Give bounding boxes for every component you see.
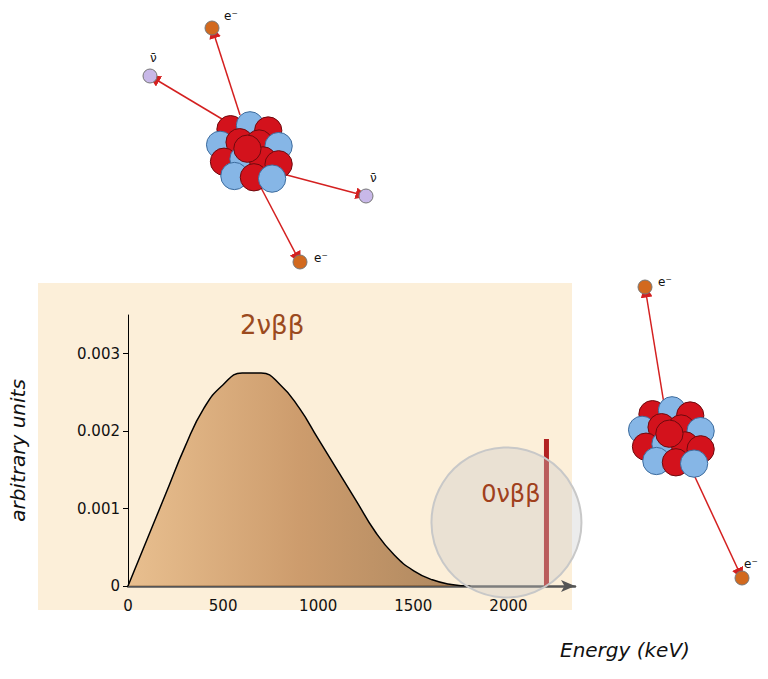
svg-text:0.003: 0.003 <box>77 345 120 363</box>
svg-text:ν̄: ν̄ <box>150 51 157 65</box>
svg-text:1000: 1000 <box>299 597 337 615</box>
svg-text:0.001: 0.001 <box>77 500 120 518</box>
svg-text:e⁻: e⁻ <box>314 251 328 265</box>
svg-text:e⁻: e⁻ <box>658 275 672 289</box>
svg-text:0: 0 <box>110 577 120 595</box>
svg-text:2νββ: 2νββ <box>240 310 304 340</box>
svg-text:ν̄: ν̄ <box>370 171 377 185</box>
svg-text:e⁻: e⁻ <box>224 9 238 23</box>
svg-text:e⁻: e⁻ <box>744 557 758 571</box>
svg-text:0: 0 <box>123 597 133 615</box>
svg-text:1500: 1500 <box>394 597 432 615</box>
svg-text:0νββ: 0νββ <box>481 480 540 508</box>
svg-text:2000: 2000 <box>489 597 527 615</box>
svg-text:Energy (keV): Energy (keV) <box>560 638 690 662</box>
svg-text:500: 500 <box>209 597 238 615</box>
svg-text:0.002: 0.002 <box>77 422 120 440</box>
svg-text:arbitrary units: arbitrary units <box>6 379 30 522</box>
